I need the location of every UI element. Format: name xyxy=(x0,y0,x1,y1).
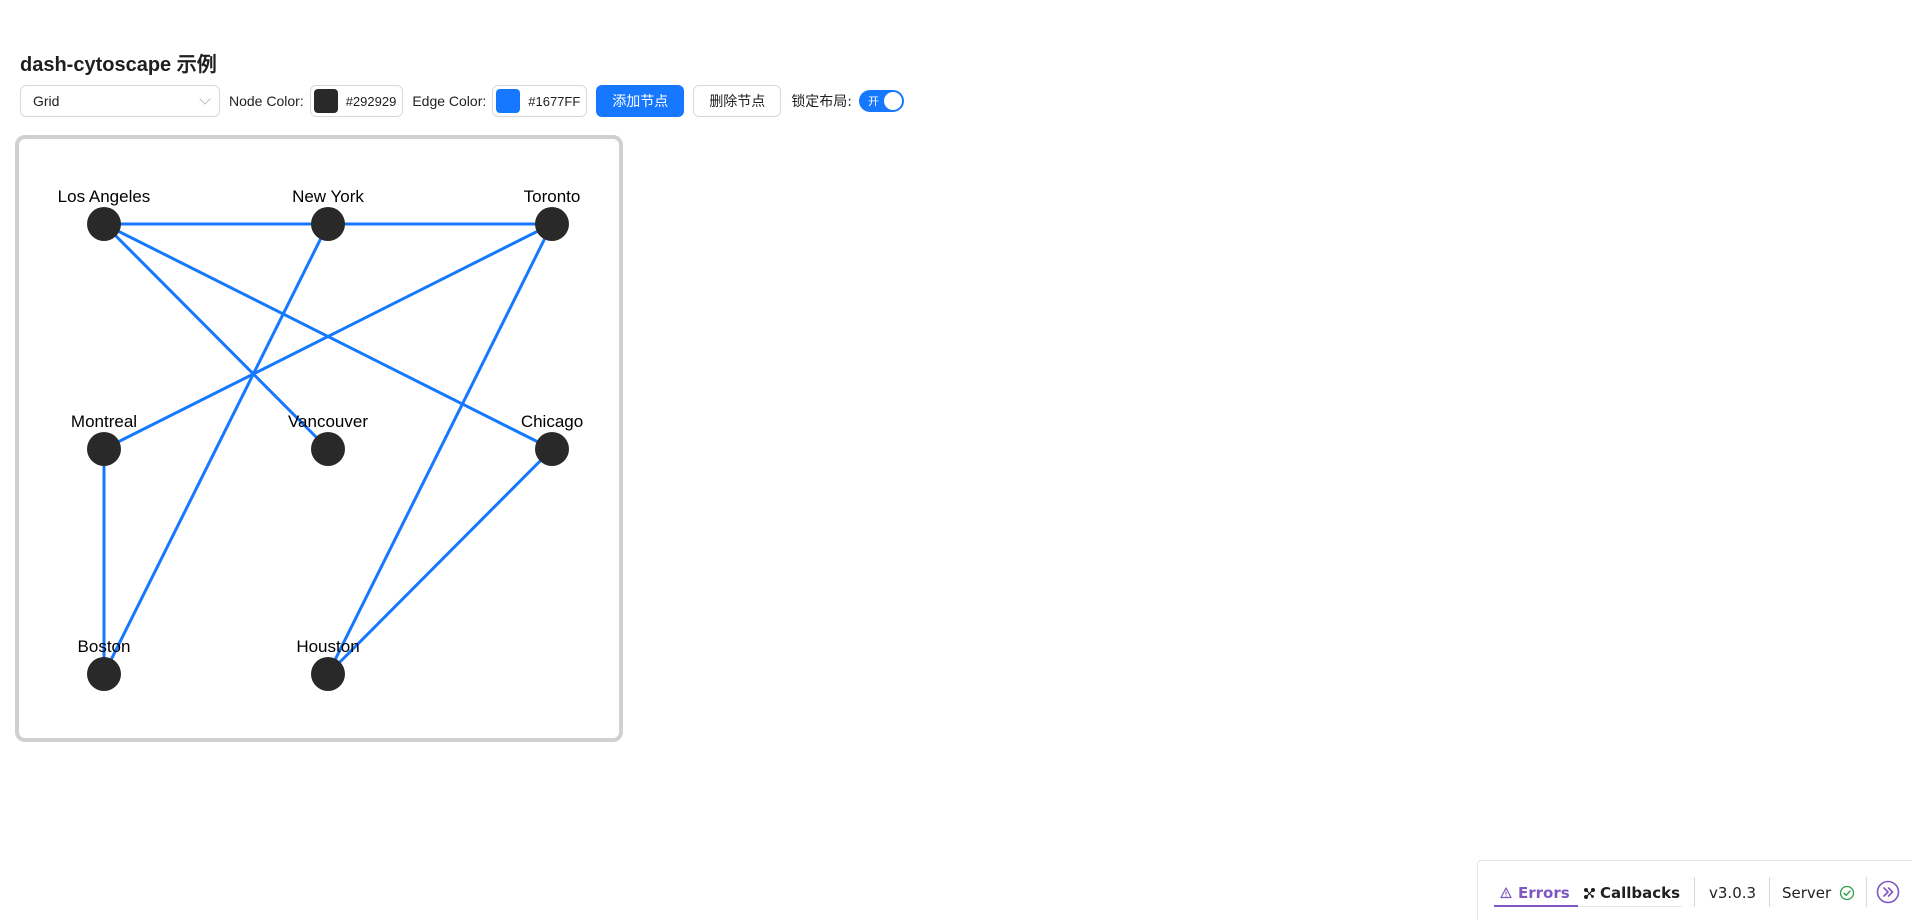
graph-node-van[interactable] xyxy=(311,432,345,466)
graph-edge-to-hou[interactable] xyxy=(326,223,554,675)
graph-node-label-bos: Boston xyxy=(78,637,131,656)
graph-node-chi[interactable] xyxy=(535,432,569,466)
lock-layout-switch[interactable]: 开 xyxy=(859,90,905,112)
layout-select-value: Grid xyxy=(33,93,60,109)
graph-node-hou[interactable] xyxy=(311,657,345,691)
node-color-label: Node Color: xyxy=(229,93,304,109)
warning-icon xyxy=(1500,887,1512,899)
lock-layout-label: 锁定布局: xyxy=(791,94,853,110)
graph-node-label-hou: Houston xyxy=(296,637,359,656)
node-color-picker[interactable]: #292929 xyxy=(309,85,404,117)
edge-color-picker[interactable]: #1677FF xyxy=(492,85,588,117)
callbacks-tab-label: Callbacks xyxy=(1600,884,1681,902)
server-status: Server xyxy=(1782,884,1855,902)
callbacks-icon xyxy=(1584,887,1595,899)
graph-node-label-la: Los Angeles xyxy=(58,187,151,206)
toolbar: Grid Node Color: #292929 Edge Color: #16… xyxy=(20,85,905,117)
lock-layout-switch-text: 开 xyxy=(868,95,880,108)
graph-edge-chi-hou[interactable] xyxy=(326,447,554,676)
graph-node-label-van: Vancouver xyxy=(288,412,368,431)
graph-node-bos[interactable] xyxy=(87,657,121,691)
callbacks-tab[interactable]: Callbacks xyxy=(1583,881,1680,905)
divider xyxy=(1694,877,1695,907)
edge-color-value: #1677FF xyxy=(528,93,581,109)
switch-knob xyxy=(884,92,903,110)
remove-node-button[interactable]: 删除节点 xyxy=(693,85,782,117)
tab-divider-line xyxy=(1578,906,1682,907)
graph-edge-ny-bos[interactable] xyxy=(102,223,330,675)
errors-tab[interactable]: Errors xyxy=(1500,881,1570,905)
graph-edge-to-mtl[interactable] xyxy=(103,222,553,451)
dash-devtools-bar: Errors Callbacks v3.0.3 Server xyxy=(1477,860,1912,920)
expand-icon[interactable] xyxy=(1876,880,1900,904)
edges-layer xyxy=(102,222,554,676)
version-label: v3.0.3 xyxy=(1709,884,1757,902)
graph-node-to[interactable] xyxy=(535,207,569,241)
nodes-layer: Los Angeles New York Toronto Montreal Vancou… xyxy=(58,187,583,691)
add-node-button[interactable]: 添加节点 xyxy=(596,85,685,117)
edge-color-label: Edge Color: xyxy=(412,93,487,109)
server-ok-icon xyxy=(1840,885,1855,901)
graph-node-label-ny: New York xyxy=(292,187,364,206)
graph-edge-la-van[interactable] xyxy=(102,222,330,451)
graph-canvas[interactable]: Los Angeles New York Toronto Montreal Vancou… xyxy=(19,139,619,738)
graph-node-label-to: Toronto xyxy=(524,187,581,206)
cytoscape-graph[interactable]: Los Angeles New York Toronto Montreal Vancou… xyxy=(15,135,623,742)
chevron-down-icon xyxy=(199,93,211,105)
server-label: Server xyxy=(1782,884,1832,902)
layout-select[interactable]: Grid xyxy=(20,85,220,117)
graph-node-label-mtl: Montreal xyxy=(71,412,137,431)
page-title: dash-cytoscape 示例 xyxy=(20,54,217,76)
active-tab-indicator xyxy=(1494,905,1578,907)
node-color-swatch[interactable] xyxy=(313,89,338,113)
divider xyxy=(1769,877,1770,907)
edge-color-swatch[interactable] xyxy=(496,89,521,113)
divider xyxy=(1866,877,1867,907)
graph-node-label-chi: Chicago xyxy=(521,412,583,431)
errors-tab-label: Errors xyxy=(1518,884,1570,902)
graph-node-la[interactable] xyxy=(87,207,121,241)
graph-node-mtl[interactable] xyxy=(87,432,121,466)
node-color-value: #292929 xyxy=(345,93,397,109)
graph-node-ny[interactable] xyxy=(311,207,345,241)
